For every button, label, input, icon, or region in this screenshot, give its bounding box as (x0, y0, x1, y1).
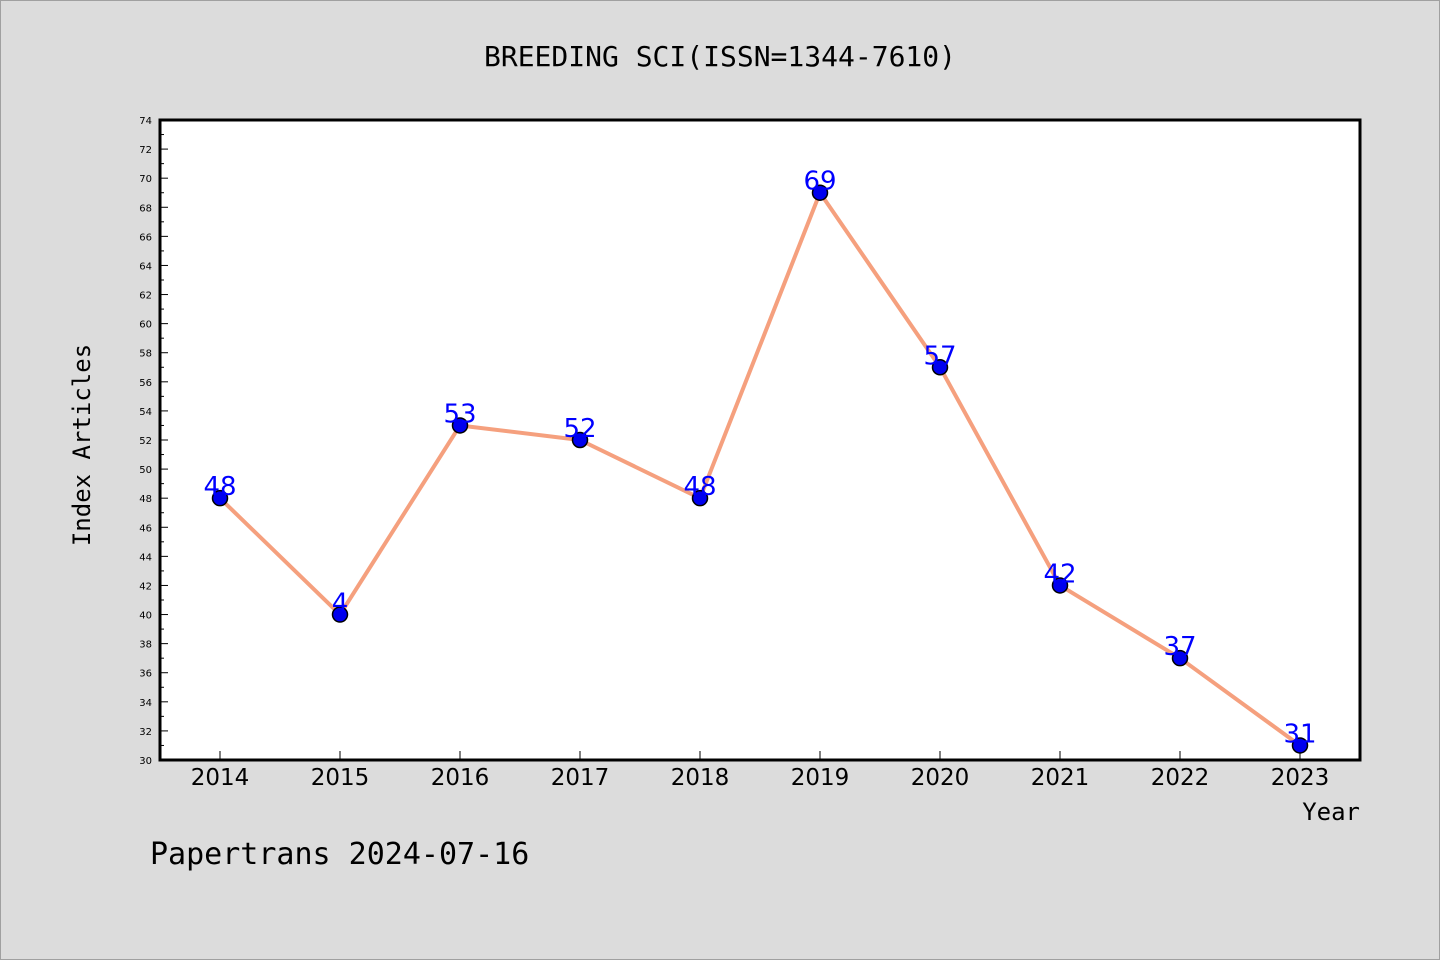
data-label: 48 (683, 472, 716, 502)
data-label: 4 (332, 589, 349, 619)
y-tick-label: 60 (139, 320, 152, 331)
y-tick-label: 40 (139, 611, 152, 622)
x-tick-label: 2022 (1151, 765, 1210, 791)
x-tick-label: 2016 (431, 765, 490, 791)
y-tick-label: 52 (139, 436, 152, 447)
plot-area (158, 118, 1362, 762)
data-label: 31 (1283, 719, 1316, 749)
x-tick-label: 2019 (791, 765, 850, 791)
y-tick-label: 72 (139, 145, 152, 156)
x-tick-label: 2018 (671, 765, 730, 791)
y-tick-label: 36 (139, 669, 152, 680)
data-point (811, 184, 829, 201)
y-tick-label: 30 (139, 756, 152, 767)
y-tick-label: 46 (139, 523, 152, 534)
x-axis-label: Year (1302, 798, 1360, 826)
y-tick-label: 38 (139, 640, 152, 651)
y-tick-label: 68 (139, 203, 152, 214)
x-tick-label: 2021 (1031, 765, 1090, 791)
data-label: 37 (1163, 632, 1196, 662)
x-tick-label: 2015 (311, 765, 370, 791)
x-tick-label: 2023 (1271, 765, 1330, 791)
x-axis: 2014 2015 2016 2017 2018 2019 2020 2021 2022 2023 (191, 751, 1330, 791)
y-tick-label: 64 (139, 261, 152, 272)
data-point (331, 606, 349, 623)
data-series: 48 4 53 52 48 69 57 42 37 31 (203, 167, 1317, 754)
y-tick-label: 56 (139, 378, 152, 389)
data-label: 42 (1043, 559, 1076, 589)
y-tick-label: 66 (139, 232, 152, 243)
data-label: 53 (443, 399, 476, 429)
data-label: 69 (803, 167, 836, 197)
footer-text: Papertrans 2024-07-16 (150, 837, 529, 872)
data-label: 52 (563, 414, 596, 444)
y-tick-label: 74 (139, 116, 152, 127)
y-tick-label: 42 (139, 581, 152, 592)
data-point (451, 417, 469, 434)
series-line (218, 190, 1302, 748)
data-point (211, 489, 229, 507)
y-tick-label: 54 (139, 407, 152, 418)
data-point (571, 431, 589, 449)
data-point (1291, 737, 1309, 754)
data-point (691, 489, 709, 507)
y-tick-label: 48 (139, 494, 152, 505)
x-tick-label: 2017 (551, 765, 610, 791)
x-tick-label: 2014 (191, 765, 250, 791)
data-label: 57 (923, 341, 956, 371)
y-tick-label: 34 (139, 698, 152, 709)
chart-title: BREEDING SCI(ISSN=1344-7610) (484, 40, 956, 73)
y-axis: 30 32 34 36 38 40 42 44 46 48 50 52 54 56 58 60 62 64 66 68… (139, 116, 168, 767)
y-axis-label: Index Articles (68, 344, 96, 546)
y-tick-label: 50 (139, 465, 152, 476)
data-point (1171, 649, 1189, 667)
data-point (931, 359, 949, 376)
y-tick-label: 58 (139, 349, 152, 360)
y-tick-label: 44 (139, 552, 152, 563)
data-label: 48 (203, 472, 236, 502)
y-tick-label: 62 (139, 291, 152, 302)
data-point (1051, 577, 1069, 594)
y-tick-label: 70 (139, 174, 152, 185)
y-tick-label: 32 (139, 727, 152, 738)
x-tick-label: 2020 (911, 765, 970, 791)
